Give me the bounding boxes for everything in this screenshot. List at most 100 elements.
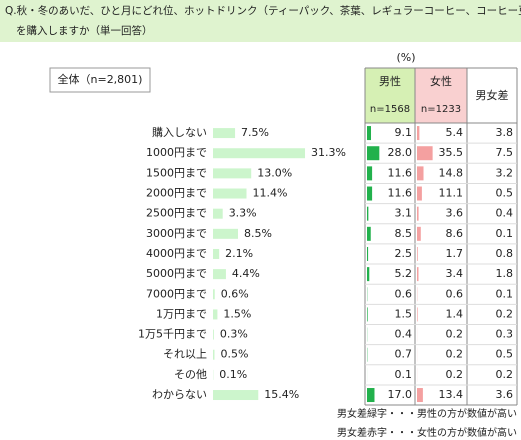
female-header: 女性: [430, 74, 452, 88]
male-bar: [367, 166, 373, 181]
category-label: わからない: [152, 388, 207, 401]
total-label: 0.1%: [219, 368, 247, 381]
female-value: 13.4: [439, 388, 464, 401]
total-bar: [213, 128, 236, 139]
female-bar: [417, 166, 424, 181]
total-label: 11.4%: [253, 187, 288, 200]
total-label: 15.4%: [264, 388, 299, 401]
category-label: 3000円まで: [146, 227, 207, 240]
female-value: 8.6: [446, 227, 464, 240]
female-bar: [417, 226, 421, 241]
female-bar: [417, 246, 418, 261]
male-value: 11.6: [388, 187, 413, 200]
male-bar: [367, 226, 371, 241]
diff-value: 0.8: [496, 247, 514, 260]
male-n: n=1568: [370, 104, 410, 115]
total-label: 0.3%: [220, 328, 248, 341]
note: 男女差赤字・・・女性の方が数値が高い: [337, 426, 517, 439]
male-value: 17.0: [388, 388, 413, 401]
overall-label: 全体（n=2,801): [58, 72, 143, 86]
diff-value: 7.5: [496, 146, 514, 159]
diff-header: 男女差: [476, 88, 509, 102]
male-bar: [367, 388, 375, 403]
female-bar: [417, 186, 422, 201]
diff-value: 0.5: [496, 348, 514, 361]
total-label: 3.3%: [229, 207, 257, 220]
female-value: 3.6: [446, 207, 464, 220]
male-value: 8.5: [395, 227, 413, 240]
male-bar: [367, 126, 372, 141]
female-value: 0.2: [446, 368, 464, 381]
male-value: 9.1: [395, 126, 413, 139]
female-value: 1.4: [446, 307, 464, 320]
male-value: 0.1: [395, 368, 413, 381]
female-bar: [417, 206, 419, 221]
female-value: 0.2: [446, 328, 464, 341]
diff-value: 0.3: [496, 328, 514, 341]
male-value: 1.5: [395, 307, 413, 320]
diff-value: 0.5: [496, 187, 514, 200]
category-label: 1万5千円まで: [138, 328, 207, 341]
diff-value: 3.6: [496, 388, 514, 401]
male-header-bg: [365, 68, 415, 123]
female-value: 35.5: [439, 146, 464, 159]
category-label: 1500円まで: [146, 166, 207, 179]
diff-value: 1.8: [496, 267, 514, 280]
total-label: 7.5%: [241, 126, 269, 139]
male-bar: [367, 186, 373, 201]
male-bar: [367, 307, 368, 322]
question: Q.秋・冬のあいだ、ひと月にどれ位、ホットドリンク（ティーパック、茶葉、レギュラ…: [5, 4, 521, 17]
category-label: 購入しない: [152, 125, 207, 139]
diff-value: 3.2: [496, 166, 514, 179]
question: を購入しますか（単一回答）: [16, 24, 153, 37]
total-label: 0.5%: [220, 348, 248, 361]
category-label: 5000円まで: [146, 267, 207, 280]
total-label: 2.1%: [225, 247, 253, 260]
female-value: 14.8: [439, 166, 464, 179]
total-bar: [213, 248, 220, 259]
header-band: [0, 0, 521, 42]
category-label: 1万円まで: [156, 307, 207, 320]
female-value: 0.6: [446, 287, 464, 300]
diff-value: 0.2: [496, 368, 514, 381]
female-header-bg: [415, 68, 467, 123]
male-value: 11.6: [388, 166, 413, 179]
total-bar: [213, 349, 215, 360]
category-label: 2000円まで: [146, 187, 207, 200]
diff-value: 0.1: [496, 227, 514, 240]
male-value: 5.2: [395, 267, 413, 280]
male-bar: [367, 267, 370, 282]
note: 男女差緑字・・・男性の方が数値が高い: [337, 407, 517, 420]
unit: (%): [396, 51, 415, 64]
total-label: 1.5%: [223, 307, 251, 320]
male-value: 0.7: [395, 348, 413, 361]
overall-box: [49, 67, 151, 93]
male-bar: [367, 146, 380, 161]
female-bar: [417, 388, 423, 403]
total-bar: [213, 208, 223, 219]
male-header: 男性: [379, 74, 401, 88]
female-n: n=1233: [421, 104, 461, 115]
male-bar: [367, 206, 369, 221]
female-bar: [417, 267, 419, 282]
total-bar: [213, 148, 306, 159]
male-value: 2.5: [395, 247, 413, 260]
total-bar: [213, 329, 214, 340]
total-label: 8.5%: [244, 227, 272, 240]
diff-value: 0.4: [496, 207, 514, 220]
total-bar: [213, 188, 247, 199]
total-bar: [213, 289, 215, 300]
total-bar: [213, 228, 238, 239]
male-bar: [367, 246, 369, 261]
female-value: 5.4: [446, 126, 464, 139]
category-label: その他: [174, 368, 207, 381]
female-bar: [417, 126, 420, 141]
female-value: 0.2: [446, 348, 464, 361]
male-value: 0.4: [395, 328, 413, 341]
male-value: 0.6: [395, 287, 413, 300]
female-value: 11.1: [439, 187, 464, 200]
total-label: 13.0%: [257, 166, 292, 179]
total-label: 31.3%: [311, 146, 346, 159]
total-bar: [213, 309, 218, 320]
